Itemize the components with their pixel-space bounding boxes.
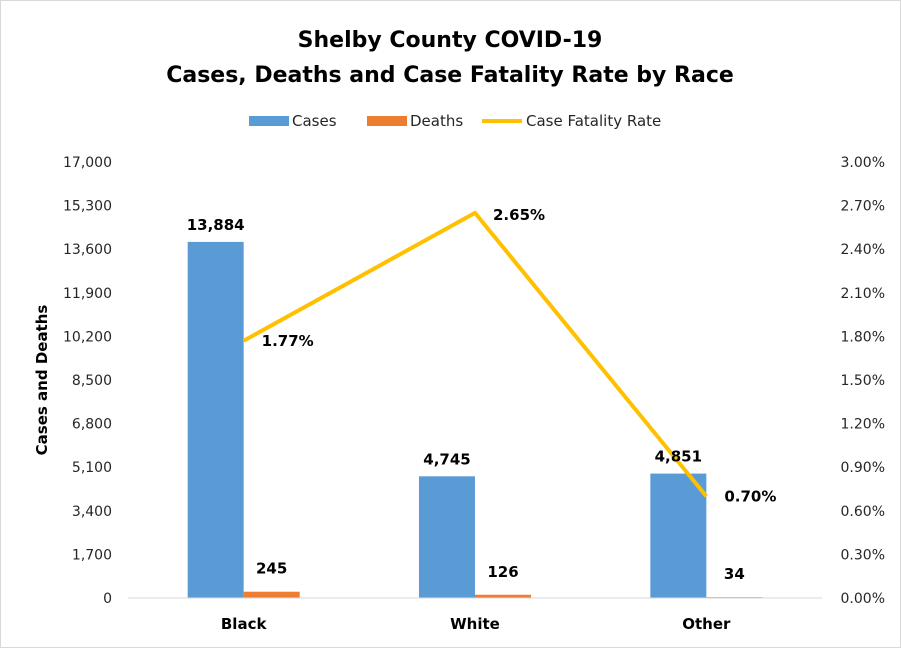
bar-deaths-black — [243, 591, 300, 598]
data-label-cfr-black: 1.77% — [262, 332, 314, 350]
data-label-cfr-white: 2.65% — [493, 206, 545, 224]
data-label-cases-white: 4,745 — [423, 450, 470, 468]
legend: Cases Deaths Case Fatality Rate — [249, 112, 661, 130]
left-tick-label: 5,100 — [72, 460, 112, 476]
legend-label-deaths: Deaths — [410, 112, 463, 130]
data-label-deaths-other: 34 — [724, 565, 745, 583]
right-axis-ticks: 0.00% 0.30% 0.60% 0.90% 1.20% 1.50% 1.80% 2.10%… — [841, 155, 885, 607]
right-tick-label: 0.60% — [841, 504, 885, 520]
chart-title-line1: Shelby County COVID-19 — [298, 28, 603, 53]
left-tick-label: 6,800 — [72, 417, 112, 433]
legend-swatch-deaths — [367, 116, 407, 126]
right-tick-label: 2.70% — [841, 199, 885, 215]
bar-cases-white — [419, 476, 475, 598]
right-tick-label: 0.90% — [841, 460, 885, 476]
left-tick-label: 1,700 — [72, 547, 112, 563]
bar-deaths-white — [475, 594, 531, 598]
data-labels: 13,884 245 4,745 126 4,851 34 1.77% 2.65% 0.70% — [187, 206, 777, 583]
data-label-cases-other: 4,851 — [655, 448, 702, 466]
left-tick-label: 13,600 — [63, 242, 112, 258]
left-axis-ticks: 0 1,700 3,400 5,100 6,800 8,500 10,200 11,900 13… — [63, 155, 112, 607]
left-tick-label: 15,300 — [63, 199, 112, 215]
category-label-other: Other — [682, 615, 731, 633]
category-label-white: White — [450, 615, 500, 633]
data-label-cfr-other: 0.70% — [724, 487, 776, 505]
data-label-deaths-black: 245 — [256, 560, 287, 578]
data-label-cases-black: 13,884 — [187, 216, 245, 234]
right-tick-label: 0.30% — [841, 547, 885, 563]
right-tick-label: 0.00% — [841, 591, 885, 607]
category-labels: Black White Other — [221, 615, 731, 633]
chart-title-line2: Cases, Deaths and Case Fatality Rate by … — [166, 63, 734, 88]
data-label-deaths-white: 126 — [487, 563, 518, 581]
right-tick-label: 2.40% — [841, 242, 885, 258]
cfr-line-layer — [242, 210, 708, 498]
left-tick-label: 11,900 — [63, 286, 112, 302]
legend-swatch-cases — [249, 116, 289, 126]
right-tick-label: 2.10% — [841, 286, 885, 302]
right-tick-label: 1.20% — [841, 417, 885, 433]
cfr-line — [242, 210, 708, 498]
legend-label-cfr: Case Fatality Rate — [526, 112, 661, 130]
right-tick-label: 1.80% — [841, 329, 885, 345]
bar-cases-black — [187, 241, 244, 598]
left-tick-label: 10,200 — [63, 329, 112, 345]
right-tick-label: 1.50% — [841, 373, 885, 389]
left-tick-label: 0 — [103, 591, 112, 607]
right-tick-label: 3.00% — [841, 155, 885, 171]
y-axis-label: Cases and Deaths — [33, 305, 51, 456]
left-tick-label: 3,400 — [72, 504, 112, 520]
left-tick-label: 17,000 — [63, 155, 112, 171]
left-tick-label: 8,500 — [72, 373, 112, 389]
bar-cases-other — [650, 473, 707, 598]
bars — [187, 241, 763, 598]
category-label-black: Black — [221, 615, 268, 633]
legend-label-cases: Cases — [292, 112, 337, 130]
